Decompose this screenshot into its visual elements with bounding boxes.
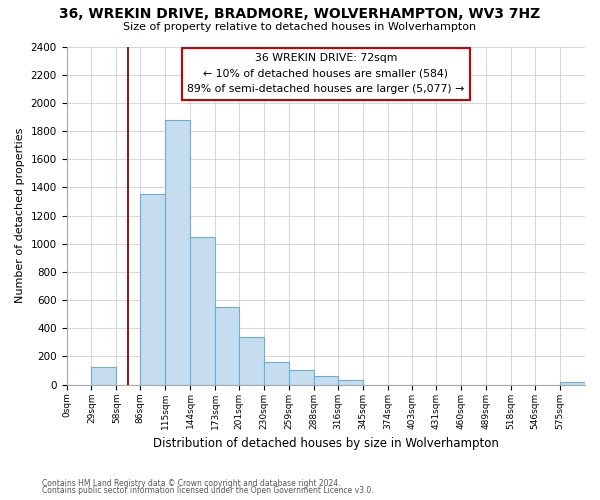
Y-axis label: Number of detached properties: Number of detached properties bbox=[15, 128, 25, 304]
Bar bbox=[560, 382, 585, 384]
Text: 36 WREKIN DRIVE: 72sqm
← 10% of detached houses are smaller (584)
89% of semi-de: 36 WREKIN DRIVE: 72sqm ← 10% of detached… bbox=[187, 54, 464, 94]
Bar bbox=[239, 338, 264, 384]
Bar bbox=[165, 120, 190, 384]
Text: Contains public sector information licensed under the Open Government Licence v3: Contains public sector information licen… bbox=[42, 486, 374, 495]
Text: 36, WREKIN DRIVE, BRADMORE, WOLVERHAMPTON, WV3 7HZ: 36, WREKIN DRIVE, BRADMORE, WOLVERHAMPTO… bbox=[59, 8, 541, 22]
X-axis label: Distribution of detached houses by size in Wolverhampton: Distribution of detached houses by size … bbox=[153, 437, 499, 450]
Bar bbox=[289, 370, 314, 384]
Bar bbox=[91, 367, 116, 384]
Text: Size of property relative to detached houses in Wolverhampton: Size of property relative to detached ho… bbox=[124, 22, 476, 32]
Bar bbox=[314, 376, 338, 384]
Text: Contains HM Land Registry data © Crown copyright and database right 2024.: Contains HM Land Registry data © Crown c… bbox=[42, 478, 341, 488]
Bar bbox=[215, 307, 239, 384]
Bar bbox=[264, 362, 289, 384]
Bar bbox=[190, 236, 215, 384]
Bar bbox=[338, 380, 362, 384]
Bar bbox=[140, 194, 165, 384]
